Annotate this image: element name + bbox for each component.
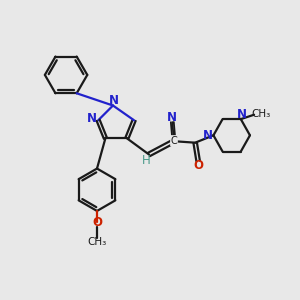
- Text: N: N: [109, 94, 119, 107]
- Text: CH₃: CH₃: [87, 237, 106, 247]
- Text: N: N: [203, 129, 213, 142]
- Text: N: N: [87, 112, 97, 125]
- Text: N: N: [167, 111, 177, 124]
- Text: C: C: [171, 136, 177, 146]
- Text: O: O: [194, 159, 204, 172]
- Text: CH₃: CH₃: [251, 109, 270, 119]
- Text: O: O: [92, 216, 102, 229]
- Text: N: N: [236, 108, 246, 121]
- Text: H: H: [142, 154, 151, 167]
